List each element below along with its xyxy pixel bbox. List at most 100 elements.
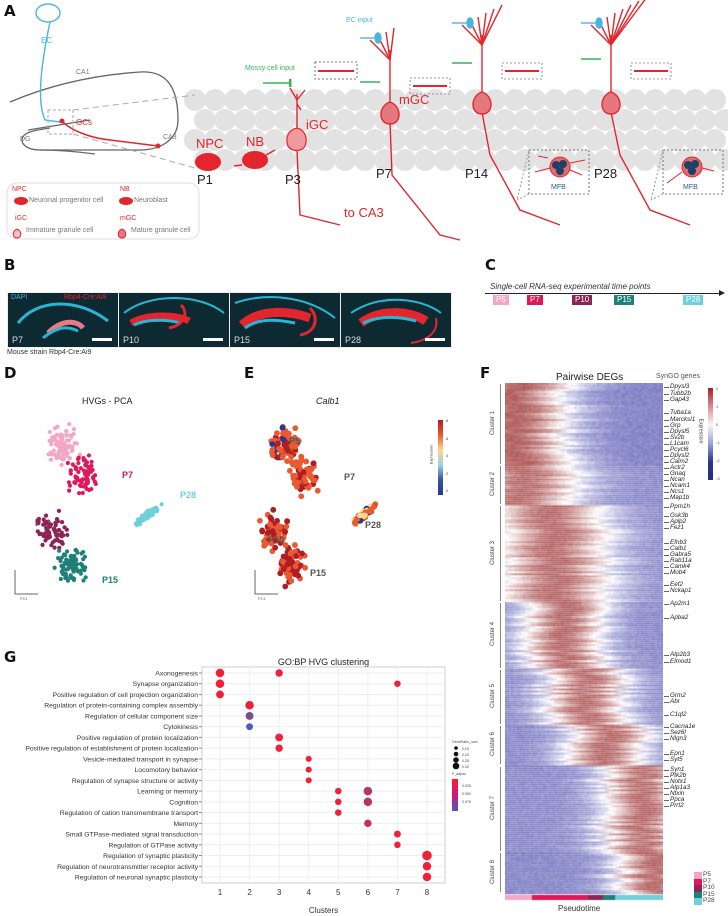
point-p7: [68, 468, 73, 473]
timeline-arrow: [485, 293, 721, 294]
expression-point: [292, 443, 299, 450]
point-p15: [64, 549, 70, 554]
point-p7: [93, 481, 98, 486]
expression-scatter-plot: [256, 424, 379, 590]
point-p15: [58, 558, 63, 564]
point-p7: [77, 483, 83, 488]
age-p28: P28: [594, 166, 618, 181]
y-category-label: Regulation of neuronal synaptic plastici…: [75, 875, 199, 882]
expression-point: [314, 487, 321, 494]
point-p10: [57, 545, 62, 550]
expression-point: [275, 531, 282, 538]
expression-point: [303, 458, 310, 465]
group-label-p5: P5: [289, 436, 301, 446]
y-category-label: Regulation of neurotransmitter receptor …: [57, 864, 199, 871]
scale-bar: [203, 338, 223, 341]
pc1-label: PC1: [20, 596, 28, 601]
y-category-label: Learning or memory: [137, 789, 198, 796]
point-p28: [144, 515, 149, 520]
point-p15: [78, 571, 83, 576]
expression-point: [302, 478, 309, 485]
point-p28: [139, 513, 145, 518]
point-p15: [71, 568, 76, 573]
legend-npc-abbr: NPC: [12, 186, 27, 193]
granule-cell-layer: [184, 89, 728, 171]
x-tick-label: 1: [218, 888, 223, 897]
gene-tick: [664, 413, 669, 414]
gene-tick: [664, 498, 669, 499]
group-label-p7: P7: [122, 470, 134, 480]
heatmap-title: Pairwise DEGs: [556, 372, 624, 383]
expression-point: [308, 473, 315, 480]
gene-label: Aplp2: [670, 518, 687, 525]
expression-point: [256, 517, 263, 524]
point-p5: [50, 435, 55, 440]
go-dot: [275, 669, 283, 677]
point-p5: [54, 432, 59, 437]
go-dot: [422, 862, 432, 871]
region-ca3: CA3: [163, 134, 177, 141]
point-p7: [78, 466, 83, 471]
gene-label: Syt5: [670, 756, 683, 763]
point-p7: [82, 470, 88, 475]
go-dot: [215, 679, 225, 688]
point-p7: [84, 473, 89, 478]
point-p10: [35, 529, 40, 534]
expression-point: [302, 564, 309, 571]
point-p7: [67, 483, 73, 488]
igc-neuron: [289, 87, 341, 226]
nb-cell: [242, 151, 268, 169]
expression-point: [274, 517, 280, 524]
pca-scatter-plot: [35, 421, 164, 583]
expression-point: [292, 472, 299, 479]
legend-mgc-abbr: mGC: [120, 215, 137, 222]
size-legend-label: 0.30: [462, 765, 469, 769]
point-p10: [35, 518, 40, 523]
go-dot: [305, 766, 312, 773]
point-p5: [70, 444, 75, 450]
y-category-label: Regulation of cation transmembrane trans…: [60, 810, 198, 817]
point-p15: [81, 578, 86, 583]
gene-tick: [664, 618, 669, 619]
group-label-p15: P15: [102, 575, 119, 585]
gene-tick: [664, 715, 669, 716]
gene-tick: [664, 555, 669, 556]
panel-label-c: C: [485, 256, 497, 274]
point-p10: [59, 519, 65, 525]
point-p5: [55, 424, 60, 429]
expression-point: [279, 425, 286, 431]
point-p5: [49, 452, 54, 457]
point-p10: [55, 519, 60, 524]
point-p7: [81, 455, 86, 461]
gene-label: Ptk2b: [670, 772, 687, 779]
expression-point: [299, 550, 305, 557]
panel-a-diagram: [6, 0, 728, 241]
expression-point: [310, 460, 317, 467]
point-p5: [71, 426, 77, 432]
expression-point: [282, 554, 289, 561]
gene-tick: [664, 543, 669, 544]
gene-tick: [664, 702, 669, 703]
mfb-label-p28: MFB: [683, 184, 698, 191]
colorbar-tick: 2: [716, 386, 719, 391]
dapi-label: DAPI: [11, 294, 28, 301]
expression-point: [280, 534, 287, 541]
y-category-label: Positive regulation of cell projection o…: [53, 692, 199, 699]
gene-tick: [664, 462, 669, 463]
expression-point: [286, 467, 293, 474]
group-label-p28: P28: [365, 520, 382, 530]
legend-label-p10: P10: [703, 884, 715, 891]
expression-point: [269, 452, 276, 459]
expression-point: [296, 473, 303, 479]
gene-label: Dpysl2: [670, 452, 690, 459]
y-category-label: Axonogenesis: [155, 671, 198, 678]
point-p7: [93, 473, 98, 478]
point-p15: [63, 575, 68, 581]
gene-label: Grm2: [670, 692, 686, 699]
expression-point: [368, 508, 375, 515]
panel-label-f: F: [480, 364, 491, 382]
point-p7: [76, 455, 81, 460]
color-legend-tick: 0.025: [462, 784, 471, 788]
point-p5: [59, 436, 64, 441]
